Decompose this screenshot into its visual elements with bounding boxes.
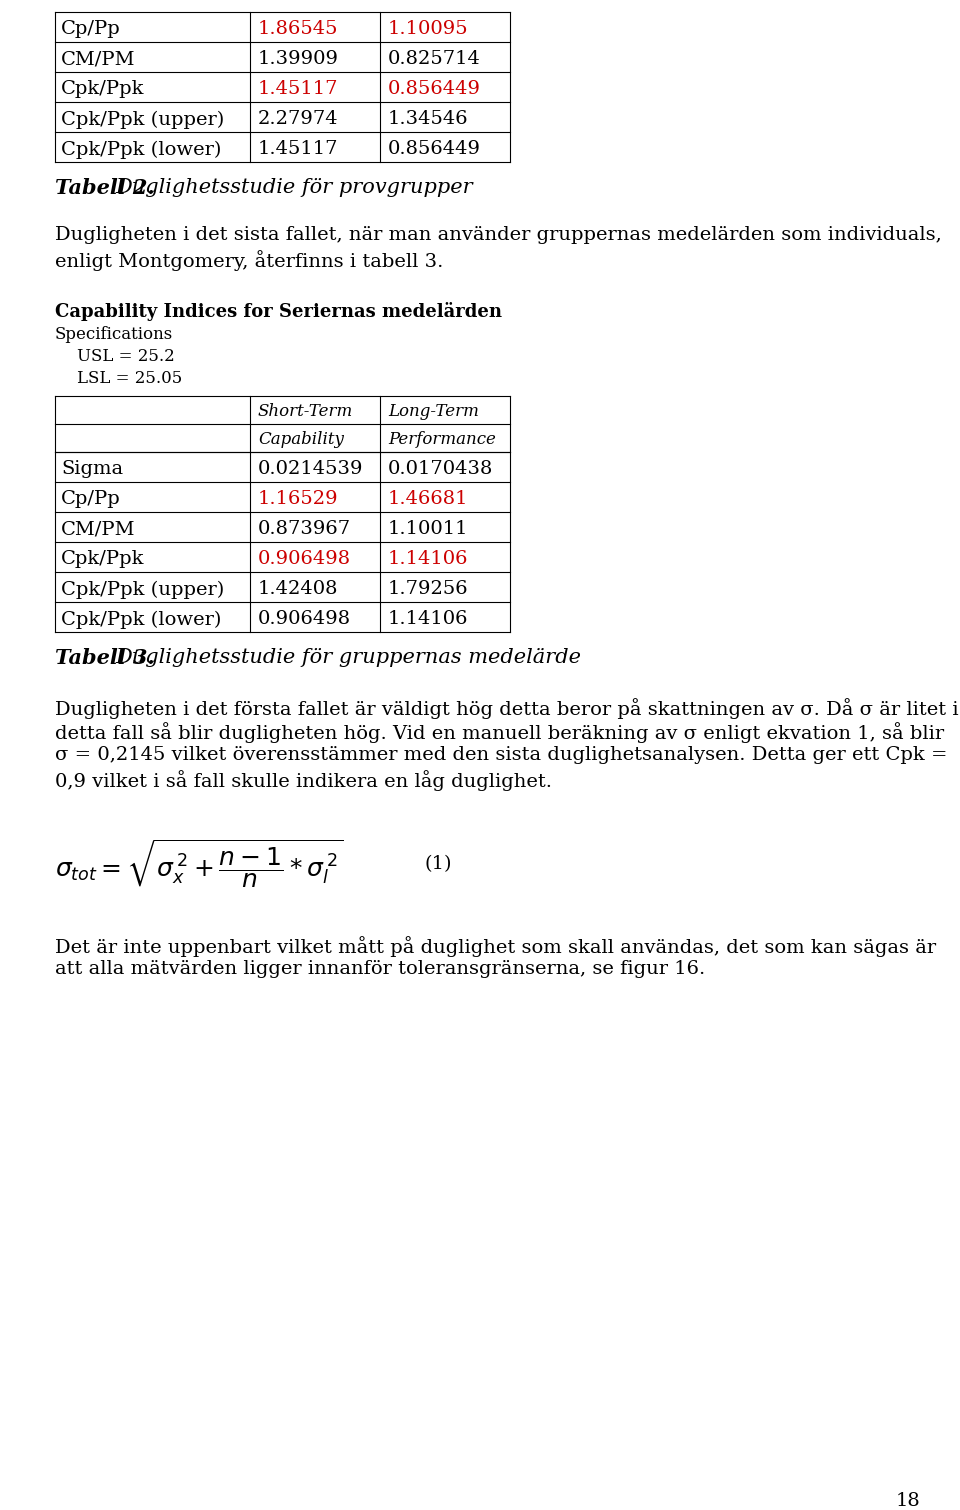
Text: 0.873967: 0.873967 (258, 521, 351, 539)
Text: Capability: Capability (258, 430, 344, 448)
Text: 1.16529: 1.16529 (258, 491, 339, 509)
Text: Sigma: Sigma (61, 461, 123, 479)
Text: Det är inte uppenbart vilket mått på duglighet som skall användas, det som kan s: Det är inte uppenbart vilket mått på dug… (55, 936, 936, 957)
Text: 0,9 vilket i så fall skulle indikera en låg duglighet.: 0,9 vilket i så fall skulle indikera en … (55, 770, 552, 791)
Text: USL = 25.2: USL = 25.2 (77, 347, 175, 365)
Text: Cpk/Ppk (upper): Cpk/Ppk (upper) (61, 580, 225, 598)
Text: 1.14106: 1.14106 (388, 610, 468, 628)
Text: 1.46681: 1.46681 (388, 491, 468, 509)
Text: Cpk/Ppk (lower): Cpk/Ppk (lower) (61, 140, 222, 159)
Text: enligt Montgomery, återfinns i tabell 3.: enligt Montgomery, återfinns i tabell 3. (55, 251, 444, 270)
Text: Long-Term: Long-Term (388, 403, 479, 420)
Text: CM/PM: CM/PM (61, 50, 135, 68)
Text: Short-Term: Short-Term (258, 403, 353, 420)
Text: 0.0170438: 0.0170438 (388, 461, 493, 479)
Text: (1): (1) (425, 855, 452, 873)
Text: $\sigma_{tot} = \sqrt{\sigma_x^{\,2} + \dfrac{n-1}{n} * \sigma_l^{\,2}}$: $\sigma_{tot} = \sqrt{\sigma_x^{\,2} + \… (55, 838, 344, 889)
Text: CM/PM: CM/PM (61, 521, 135, 539)
Text: Duglighetsstudie för provgrupper: Duglighetsstudie för provgrupper (115, 178, 472, 196)
Text: 1.45117: 1.45117 (258, 140, 339, 159)
Text: Capability Indices for Seriernas medelärden: Capability Indices for Seriernas medelär… (55, 302, 502, 322)
Text: 1.14106: 1.14106 (388, 551, 468, 568)
Text: 1.10095: 1.10095 (388, 21, 468, 38)
Text: 1.39909: 1.39909 (258, 50, 339, 68)
Text: detta fall så blir dugligheten hög. Vid en manuell beräkning av σ enligt ekvatio: detta fall så blir dugligheten hög. Vid … (55, 722, 944, 743)
Text: Cp/Pp: Cp/Pp (61, 21, 121, 38)
Text: 0.856449: 0.856449 (388, 140, 481, 159)
Text: 1.45117: 1.45117 (258, 80, 339, 98)
Text: 0.825714: 0.825714 (388, 50, 481, 68)
Text: 0.906498: 0.906498 (258, 551, 351, 568)
Text: 1.86545: 1.86545 (258, 21, 339, 38)
Text: Cpk/Ppk: Cpk/Ppk (61, 80, 145, 98)
Text: 1.34546: 1.34546 (388, 110, 468, 128)
Text: 0.0214539: 0.0214539 (258, 461, 364, 479)
Text: 0.906498: 0.906498 (258, 610, 351, 628)
Text: σ = 0,2145 vilket överensstämmer med den sista duglighetsanalysen. Detta ger ett: σ = 0,2145 vilket överensstämmer med den… (55, 746, 948, 764)
Text: Cpk/Ppk: Cpk/Ppk (61, 551, 145, 568)
Text: 1.79256: 1.79256 (388, 580, 468, 598)
Text: Tabell 3.: Tabell 3. (55, 648, 155, 667)
Text: Dugligheten i det sista fallet, när man använder gruppernas medelärden som indiv: Dugligheten i det sista fallet, när man … (55, 226, 942, 245)
Text: Duglighetsstudie för gruppernas medelärde: Duglighetsstudie för gruppernas medelärd… (115, 648, 581, 667)
Text: Tabell 2.: Tabell 2. (55, 178, 155, 198)
Text: 1.42408: 1.42408 (258, 580, 339, 598)
Text: Cp/Pp: Cp/Pp (61, 491, 121, 509)
Text: 2.27974: 2.27974 (258, 110, 339, 128)
Text: Cpk/Ppk (upper): Cpk/Ppk (upper) (61, 110, 225, 128)
Text: 1.10011: 1.10011 (388, 521, 468, 539)
Text: Dugligheten i det första fallet är väldigt hög detta beror på skattningen av σ. : Dugligheten i det första fallet är väldi… (55, 698, 959, 719)
Text: 18: 18 (896, 1492, 920, 1510)
Text: Specifications: Specifications (55, 326, 173, 343)
Text: att alla mätvärden ligger innanför toleransgränserna, se figur 16.: att alla mätvärden ligger innanför toler… (55, 960, 706, 978)
Text: Cpk/Ppk (lower): Cpk/Ppk (lower) (61, 610, 222, 628)
Text: Performance: Performance (388, 430, 496, 448)
Text: 0.856449: 0.856449 (388, 80, 481, 98)
Text: LSL = 25.05: LSL = 25.05 (77, 370, 182, 387)
